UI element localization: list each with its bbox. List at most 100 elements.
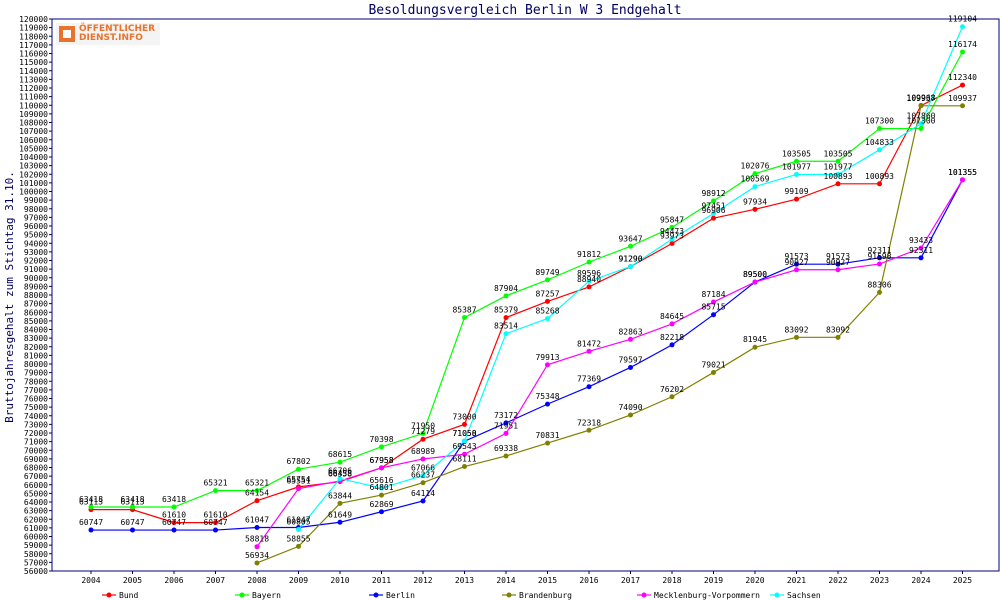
data-label-berlin: 91573 bbox=[784, 252, 808, 261]
y-tick-label: 82000 bbox=[24, 343, 48, 352]
data-point-brandenburg bbox=[669, 394, 675, 400]
y-tick-label: 95000 bbox=[24, 231, 48, 240]
data-label-brandenburg: 66237 bbox=[411, 471, 435, 480]
data-point-sachsen bbox=[877, 147, 882, 153]
data-point-bayern bbox=[586, 259, 592, 265]
data-point-sachsen bbox=[586, 278, 592, 284]
data-point-bayern bbox=[835, 158, 841, 164]
data-label-mecklenburg-vorpommern: 69543 bbox=[452, 442, 476, 451]
data-point-bayern bbox=[628, 243, 633, 249]
x-tick-label: 2016 bbox=[579, 576, 598, 585]
data-label-brandenburg: 56934 bbox=[245, 551, 269, 560]
data-point-brandenburg bbox=[877, 289, 882, 295]
data-label-sachsen: 119104 bbox=[948, 15, 977, 24]
data-label-bayern: 98912 bbox=[701, 189, 725, 198]
y-tick-label: 81000 bbox=[24, 351, 48, 360]
data-label-berlin: 60747 bbox=[79, 518, 103, 527]
data-point-bayern bbox=[171, 504, 177, 510]
data-label-bayern: 68615 bbox=[328, 450, 352, 459]
data-label-brandenburg: 83092 bbox=[826, 325, 850, 334]
logo-icon bbox=[59, 26, 75, 42]
data-point-brandenburg bbox=[918, 103, 924, 109]
data-point-mecklenburg-vorpommern bbox=[379, 465, 384, 471]
data-point-berlin bbox=[628, 364, 633, 370]
y-tick-label: 70000 bbox=[24, 446, 48, 455]
data-label-berlin: 91573 bbox=[826, 252, 850, 261]
data-label-mecklenburg-vorpommern: 89500 bbox=[743, 270, 767, 279]
data-label-berlin: 75348 bbox=[535, 392, 559, 401]
data-point-sachsen bbox=[379, 485, 384, 491]
y-tick-label: 85000 bbox=[24, 317, 48, 326]
y-tick-label: 68000 bbox=[24, 464, 48, 473]
data-point-bund bbox=[794, 196, 799, 202]
data-point-bund bbox=[752, 206, 758, 212]
data-point-mecklenburg-vorpommern bbox=[752, 279, 758, 285]
data-point-mecklenburg-vorpommern bbox=[918, 245, 924, 251]
data-label-sachsen: 66706 bbox=[328, 467, 352, 476]
data-point-sachsen bbox=[711, 210, 716, 216]
data-label-bund: 61610 bbox=[162, 511, 186, 520]
y-tick-label: 86000 bbox=[24, 308, 48, 317]
data-label-bayern: 102076 bbox=[741, 162, 770, 171]
x-tick-label: 2010 bbox=[330, 576, 349, 585]
data-point-bayern bbox=[711, 198, 716, 204]
logo-line-2: DIENST.INFO bbox=[79, 33, 143, 43]
data-point-sachsen bbox=[337, 476, 343, 482]
y-tick-label: 90000 bbox=[24, 274, 48, 283]
data-label-bund: 93973 bbox=[660, 231, 684, 240]
data-point-bund bbox=[586, 284, 592, 290]
data-point-brandenburg bbox=[337, 500, 343, 506]
data-label-bayern: 65321 bbox=[245, 479, 269, 488]
data-point-brandenburg bbox=[296, 543, 301, 549]
x-tick-label: 2009 bbox=[289, 576, 308, 585]
data-label-bayern: 63418 bbox=[120, 495, 144, 504]
x-tick-label: 2022 bbox=[828, 576, 847, 585]
data-label-berlin: 82218 bbox=[660, 333, 684, 342]
y-tick-label: 94000 bbox=[24, 239, 48, 248]
data-label-brandenburg: 79021 bbox=[701, 360, 725, 369]
y-axis: 5600057000580005900060000610006200063000… bbox=[19, 15, 52, 576]
data-label-bayern: 85387 bbox=[452, 306, 476, 315]
site-logo: ÖFFENTLICHER DIENST.INFO bbox=[56, 23, 160, 45]
data-label-bayern: 91812 bbox=[577, 250, 601, 259]
y-tick-label: 79000 bbox=[24, 369, 48, 378]
y-tick-label: 117000 bbox=[19, 41, 48, 50]
data-label-bayern: 89749 bbox=[535, 268, 559, 277]
data-label-berlin: 73172 bbox=[494, 411, 518, 420]
data-point-sachsen bbox=[960, 24, 965, 30]
data-point-bund bbox=[960, 82, 965, 88]
x-tick-label: 2015 bbox=[538, 576, 557, 585]
data-point-sachsen bbox=[669, 236, 675, 242]
data-label-mecklenburg-vorpommern: 84645 bbox=[660, 312, 684, 321]
data-label-mecklenburg-vorpommern: 68989 bbox=[411, 447, 435, 456]
x-tick-label: 2005 bbox=[123, 576, 142, 585]
data-label-berlin: 71050 bbox=[452, 429, 476, 438]
data-point-mecklenburg-vorpommern bbox=[628, 336, 633, 342]
y-tick-label: 107000 bbox=[19, 127, 48, 136]
data-point-bayern bbox=[213, 488, 218, 494]
data-label-brandenburg: 58855 bbox=[286, 534, 310, 543]
y-tick-label: 102000 bbox=[19, 170, 48, 179]
data-label-mecklenburg-vorpommern: 79913 bbox=[535, 353, 559, 362]
data-label-bund: 85379 bbox=[494, 306, 518, 315]
data-point-bayern bbox=[960, 49, 965, 55]
y-tick-label: 67000 bbox=[24, 472, 48, 481]
data-point-bund bbox=[213, 520, 218, 526]
legend: Bund Bayern Berlin Brandenburg Mecklenburg-V… bbox=[102, 591, 821, 600]
data-label-sachsen: 89596 bbox=[577, 269, 601, 278]
series-line-bayern bbox=[91, 51, 964, 508]
data-point-berlin bbox=[503, 420, 509, 426]
data-point-brandenburg bbox=[752, 344, 758, 350]
data-point-bayern bbox=[752, 171, 758, 177]
data-label-brandenburg: 72318 bbox=[577, 418, 601, 427]
y-tick-label: 97000 bbox=[24, 213, 48, 222]
data-point-berlin bbox=[586, 384, 592, 390]
data-point-sachsen bbox=[752, 184, 758, 190]
y-tick-label: 120000 bbox=[19, 15, 48, 24]
data-point-berlin bbox=[337, 519, 343, 525]
y-tick-label: 115000 bbox=[19, 58, 48, 67]
y-tick-label: 73000 bbox=[24, 420, 48, 429]
data-point-sachsen bbox=[794, 171, 799, 177]
data-label-berlin: 60747 bbox=[162, 518, 186, 527]
data-label-bund: 88940 bbox=[577, 275, 601, 284]
